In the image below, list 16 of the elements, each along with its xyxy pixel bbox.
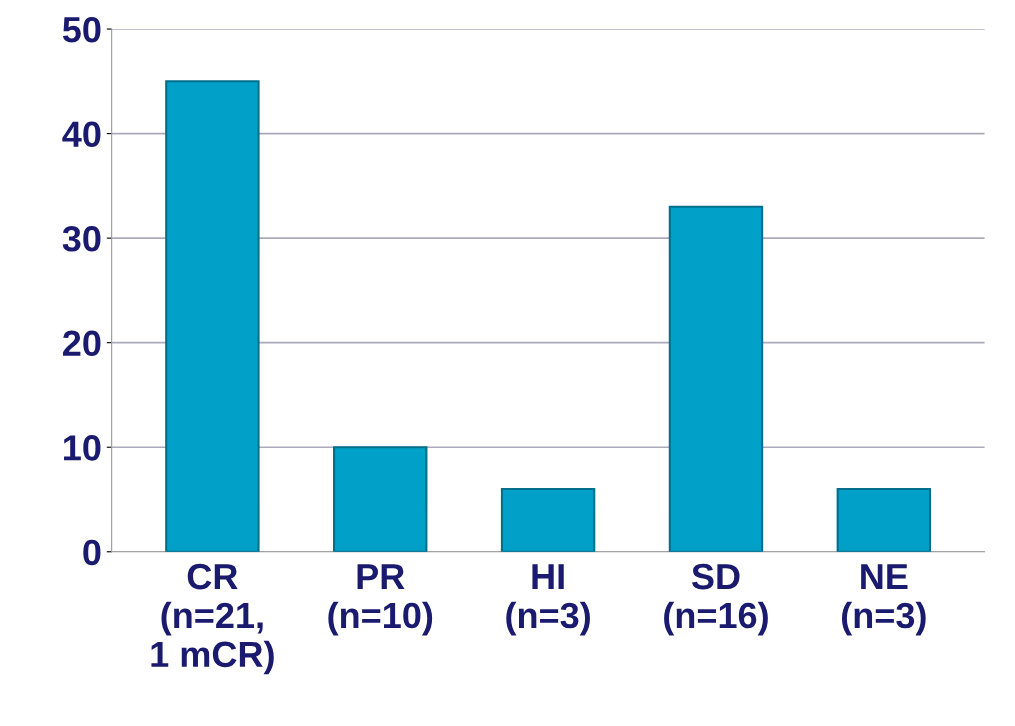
x-tick-label: CR (n=21, 1 mCR) — [151, 563, 274, 675]
bar — [500, 487, 596, 552]
y-tick-label: 40 — [62, 121, 101, 148]
x-tick-label: NE (n=3) — [841, 564, 926, 636]
bar — [333, 446, 428, 552]
y-tick-label: 10 — [64, 435, 101, 461]
bar — [836, 487, 932, 552]
y-tick-label: 0 — [83, 539, 101, 566]
x-tick-label: HI (n=3) — [506, 564, 590, 636]
y-tick-label: 50 — [62, 16, 101, 43]
y-tick-label: 20 — [63, 330, 101, 357]
x-tick-label: PR (n=10) — [328, 564, 433, 636]
bar — [668, 205, 764, 552]
bar — [165, 80, 260, 552]
y-tick-label: 30 — [62, 226, 101, 252]
x-tick-label: SD (n=16) — [664, 563, 768, 636]
